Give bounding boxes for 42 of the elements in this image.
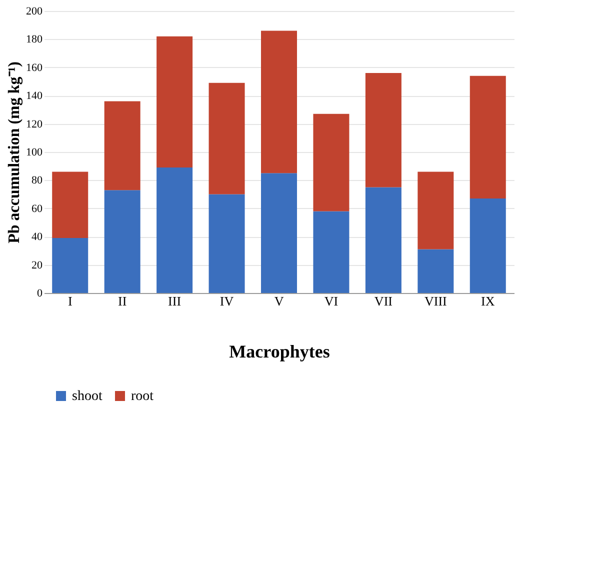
bar: [365, 73, 402, 188]
y-tick-label: 40: [32, 231, 43, 244]
x-tick-label: III: [168, 294, 182, 308]
y-tick-label: 80: [32, 174, 43, 187]
y-tick-label: 20: [32, 259, 43, 272]
bar: [104, 101, 140, 190]
x-tick-label: V: [274, 294, 284, 308]
x-axis-title: Macrophytes: [229, 342, 330, 362]
bar: [418, 249, 454, 293]
bar: [156, 168, 193, 293]
x-tick-label: VI: [324, 294, 338, 308]
bar: [261, 30, 297, 174]
x-tick-label: VII: [374, 294, 392, 308]
bar: [313, 114, 350, 212]
bar: [470, 198, 506, 293]
y-tick-label: 60: [32, 202, 43, 215]
bar: [104, 190, 140, 293]
x-tick-label: I: [68, 294, 72, 308]
y-tick-label: 100: [26, 146, 43, 158]
bar: [156, 36, 193, 168]
legend-label: shoot: [72, 389, 102, 404]
y-tick-label: 140: [26, 90, 43, 102]
y-tick-label: 180: [26, 34, 43, 46]
bar: [418, 172, 454, 250]
y-tick-label: 0: [37, 288, 43, 300]
bar: [470, 76, 506, 199]
y-tick-label: 200: [26, 6, 43, 18]
y-tick-label: 160: [26, 62, 43, 74]
x-tick-label: II: [118, 294, 127, 308]
x-tick-label: IX: [481, 294, 496, 308]
bar: [208, 82, 245, 194]
y-axis-title: Pb accumulation (mg kg⁻¹): [6, 62, 23, 244]
y-tick-label: 120: [26, 118, 43, 130]
legend-label: root: [131, 389, 154, 404]
bar: [365, 187, 402, 293]
bar: [52, 172, 88, 238]
x-tick-label: VIII: [424, 294, 447, 308]
bar: [52, 238, 88, 293]
x-tick-label: IV: [220, 294, 234, 308]
bar: [261, 173, 297, 293]
bar: [208, 194, 245, 293]
bar: [313, 211, 350, 293]
